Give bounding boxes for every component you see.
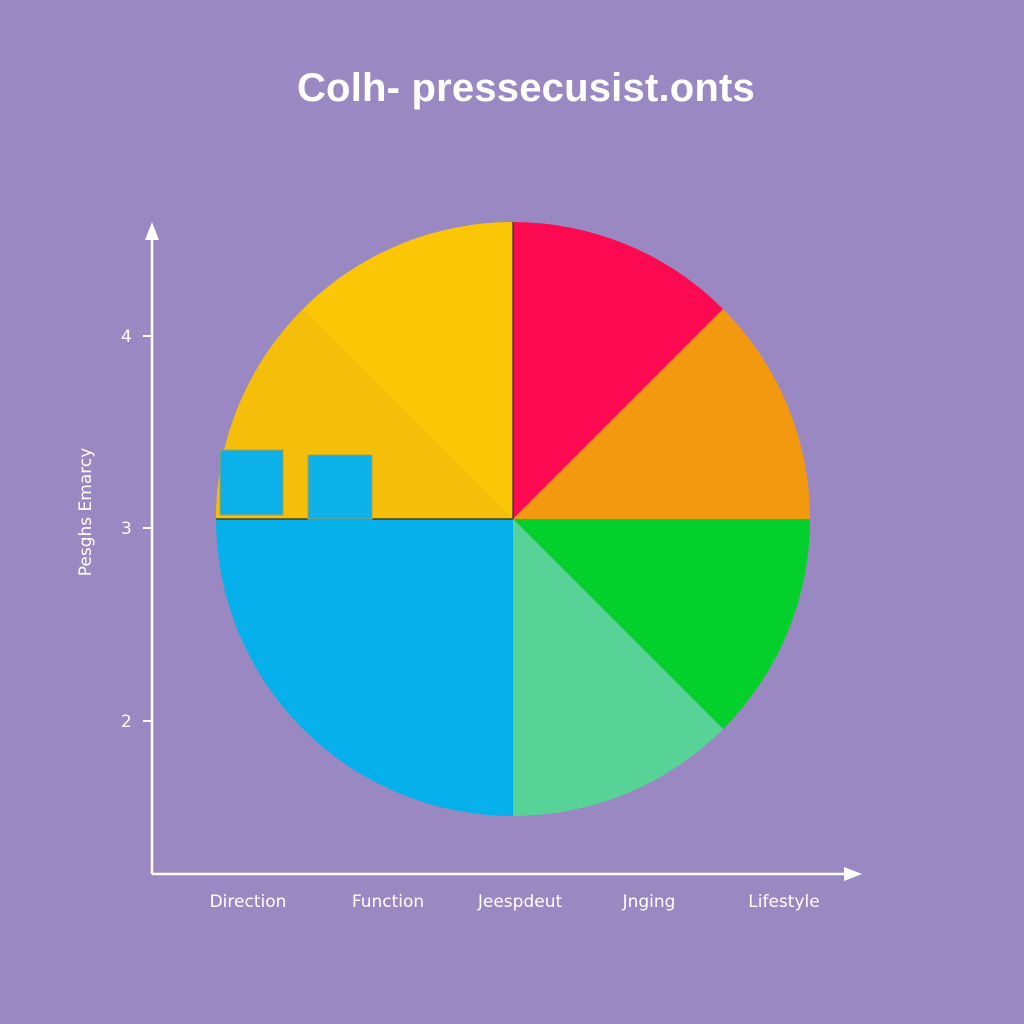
y-tick-label: 2	[121, 712, 132, 732]
legend-squares	[219, 449, 373, 520]
x-tick-label: Jeespdeut	[477, 892, 563, 912]
y-axis-label: Pesghs Emarcy	[76, 448, 96, 577]
y-axis-arrow	[145, 222, 159, 240]
x-tick-label: Direction	[210, 892, 287, 912]
y-tick-label: 3	[121, 519, 132, 539]
legend-square	[219, 449, 284, 516]
pie-slices	[216, 222, 810, 816]
chart-title: Colh- pressecusist.onts	[296, 66, 756, 110]
x-tick-label: Function	[352, 892, 424, 912]
pie-slice	[513, 519, 810, 730]
pie-slice	[513, 222, 724, 519]
pie-slice-shade	[216, 308, 513, 519]
x-tick-label: Jnging	[622, 892, 676, 912]
y-tick-label: 4	[121, 327, 132, 347]
pie-slice	[513, 519, 724, 816]
pie-slice	[216, 519, 513, 816]
pie-slice	[513, 308, 810, 519]
x-axis-arrow	[844, 867, 862, 881]
legend-square	[307, 454, 373, 520]
x-tick-label: Lifestyle	[748, 892, 819, 912]
